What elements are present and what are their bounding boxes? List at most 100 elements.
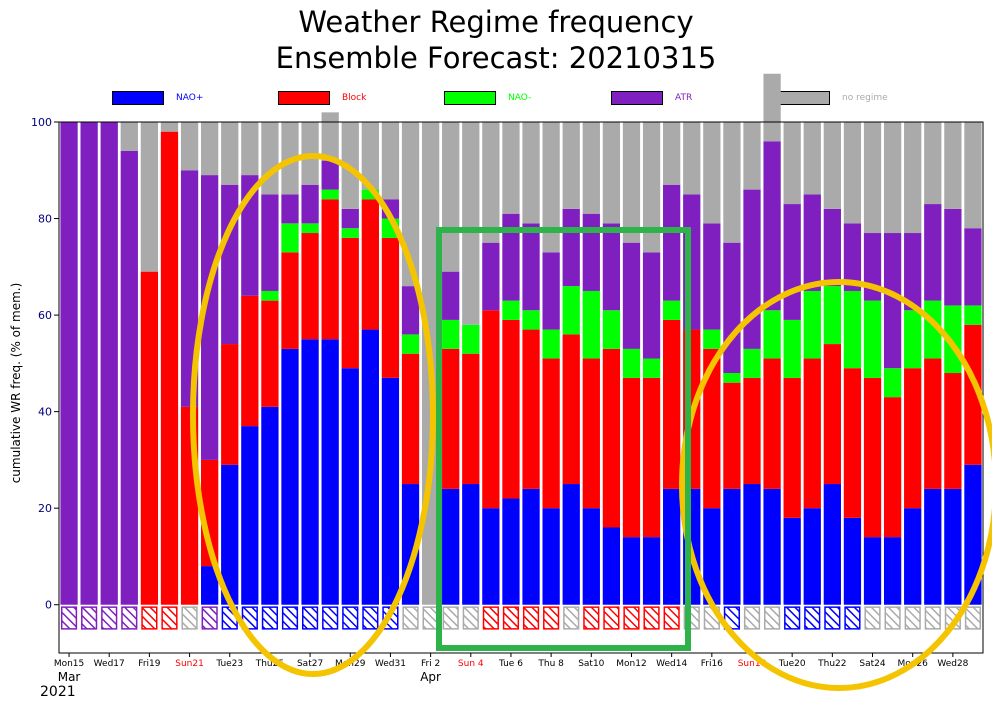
bar-segment [522, 488, 540, 605]
bar-segment [361, 199, 379, 330]
bar-segment [562, 334, 580, 485]
bar-segment [642, 537, 661, 605]
bar-segment [723, 122, 741, 243]
bar-segment [60, 122, 78, 605]
legend-label: Block [342, 93, 367, 103]
bar-segment [522, 223, 540, 311]
bar-segment [843, 290, 862, 369]
bar-segment [863, 537, 882, 605]
bar-segment [281, 348, 299, 605]
bar-segment [602, 122, 621, 224]
bar-segment [442, 488, 460, 605]
y-tick-label: 100 [31, 116, 52, 129]
regime-marker [482, 606, 499, 630]
annotations-layer [190, 153, 992, 691]
bar-segment [341, 237, 359, 369]
bar-segment [180, 170, 199, 407]
plot-frame [58, 121, 984, 654]
bar-segment [843, 517, 862, 605]
bar-segment [261, 300, 279, 407]
y-tick-label: 40 [38, 406, 52, 419]
regime-marker [884, 606, 901, 630]
bar-segment [201, 175, 219, 460]
bar-segment [904, 508, 922, 605]
legend-swatch [611, 91, 663, 105]
bar-segment [904, 233, 922, 311]
bar-segment [562, 122, 580, 209]
bar-segment [823, 122, 841, 209]
bar-segment [180, 122, 199, 171]
bar-segment [401, 334, 420, 354]
bar-segment [442, 271, 460, 320]
bar-segment [622, 377, 641, 538]
x-tick-label: Wed14 [656, 659, 687, 669]
regime-marker [824, 606, 841, 630]
bar-segment [542, 329, 560, 359]
bar-segment [462, 484, 480, 605]
bar-segment [401, 286, 420, 335]
bar-segment [562, 484, 580, 605]
bar-segment [140, 122, 159, 272]
bar-segment [462, 324, 480, 354]
regime-marker [141, 606, 158, 630]
x-tick-label: Thu25 [255, 659, 284, 669]
regime-marker [924, 606, 941, 630]
bar-segment [883, 397, 902, 538]
regime-marker [362, 606, 379, 630]
bar-segment [281, 223, 299, 253]
regime-marker [241, 606, 258, 630]
bar-segment [843, 122, 862, 224]
bar-segment [883, 233, 902, 369]
bar-segment [783, 122, 801, 205]
bar-segment [883, 368, 902, 398]
bar-segment [482, 508, 500, 605]
x-month-label: Mar [58, 670, 81, 684]
regime-marker [301, 606, 319, 630]
x-tick-label: Mon12 [616, 659, 646, 669]
regime-marker [804, 606, 821, 630]
chart-title-line-2: Ensemble Forecast: 20210315 [275, 41, 717, 75]
bar-segment [201, 566, 219, 605]
bar-segment [201, 122, 219, 176]
regime-marker [181, 606, 198, 630]
regime-marker [281, 606, 299, 630]
bar-segment [301, 184, 319, 224]
bar-segment [401, 353, 420, 485]
bar-segment [924, 122, 942, 205]
bar-segment [642, 377, 661, 538]
x-tick-label: Sat24 [859, 659, 885, 669]
bar-segment [763, 488, 781, 605]
bar-segment [703, 329, 721, 349]
x-tick-label: Sun18 [738, 659, 767, 669]
bar-segment [663, 300, 681, 320]
y-tick-label: 20 [38, 502, 52, 515]
legend-label: NAO+ [176, 93, 204, 103]
bar-segment [964, 305, 982, 325]
bar-segment [683, 122, 701, 195]
bar-segment [803, 290, 821, 359]
x-tick-label: Wed31 [375, 659, 406, 669]
regime-marker [201, 606, 218, 630]
bar-segment [321, 199, 339, 340]
bar-segment [361, 329, 379, 605]
bar-segment [442, 348, 460, 489]
y-tick-label: 0 [45, 599, 52, 612]
x-tick-label: Thu22 [817, 659, 846, 669]
bar-segment [381, 237, 400, 378]
bar-segment [904, 368, 922, 509]
bar-segment [582, 358, 600, 509]
bar-segment [743, 484, 761, 605]
bar-segment [803, 358, 821, 509]
bar-segment [582, 213, 600, 291]
x-tick-label: Tue20 [778, 659, 806, 669]
bar-segment [823, 344, 841, 485]
bar-segment [582, 122, 600, 214]
bar-segment [823, 484, 841, 605]
bar-segment [964, 228, 982, 306]
bar-segment [904, 310, 922, 369]
x-tick-label: Sun21 [175, 659, 204, 669]
bar-segment [803, 508, 821, 605]
bar-segment [763, 310, 781, 359]
bar-segment [743, 377, 761, 485]
